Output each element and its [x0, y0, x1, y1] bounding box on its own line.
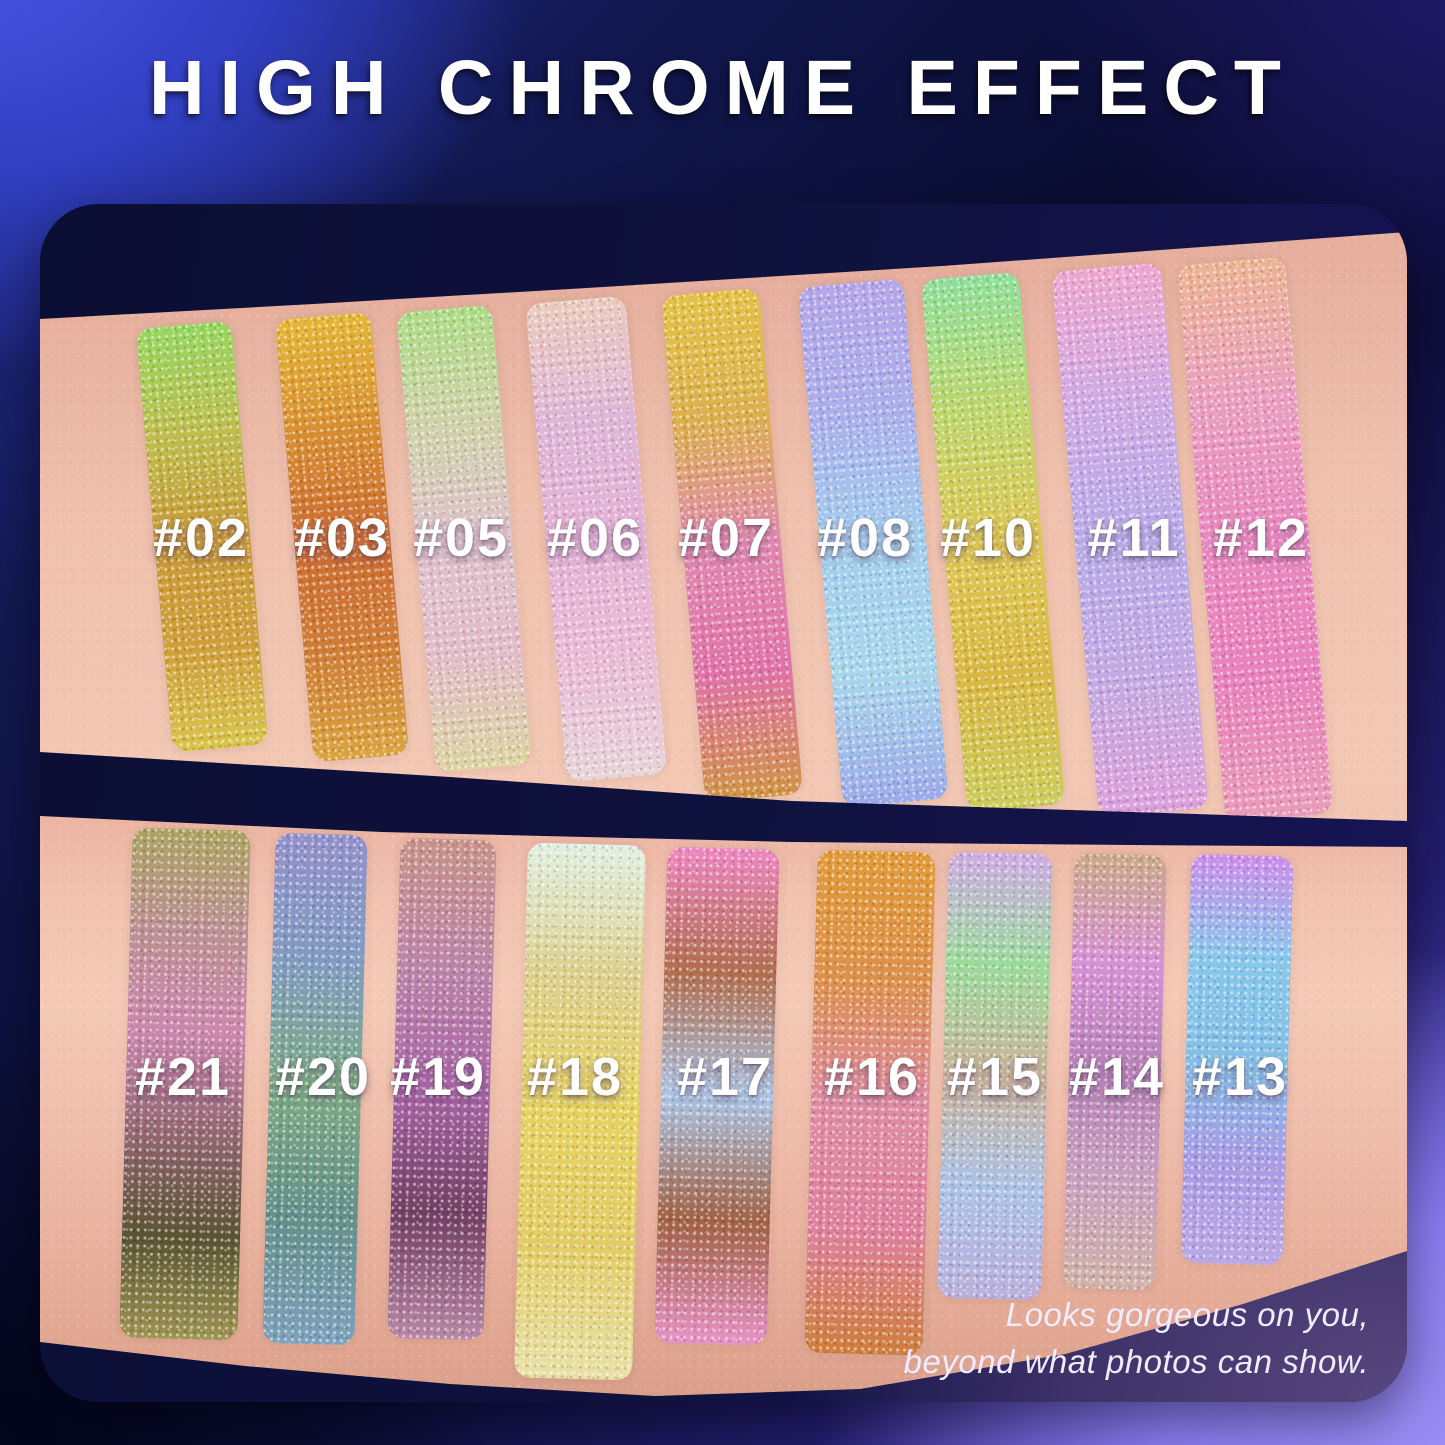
swatch-label-19: #19: [389, 1047, 487, 1107]
swatch-label-18: #18: [526, 1047, 624, 1107]
swatch-label-02: #02: [152, 508, 250, 568]
swatch-label-07: #07: [677, 508, 775, 568]
swatch-label-05: #05: [412, 508, 510, 568]
swatch-label-21: #21: [134, 1047, 232, 1107]
swatch-label-06: #06: [546, 508, 644, 568]
tagline-line1: Looks gorgeous on you,: [1005, 1296, 1369, 1334]
swatch-photo-collage: #02 #03 #05 #06 #07 #08 #10 #11 #12 #21 #20 #19 #18…: [40, 204, 1407, 1402]
headline: HIGH CHROME EFFECT: [149, 45, 1296, 131]
swatch-label-15: #15: [946, 1047, 1044, 1107]
top-arm-photo: #02 #03 #05 #06 #07 #08 #10 #11 #12: [40, 232, 1407, 821]
swatch-stripe-18: [514, 842, 646, 1381]
swatch-label-03: #03: [293, 508, 391, 568]
swatch-label-08: #08: [816, 508, 914, 568]
swatch-label-17: #17: [676, 1047, 774, 1107]
swatch-label-14: #14: [1068, 1047, 1166, 1107]
swatch-label-13: #13: [1191, 1047, 1289, 1107]
swatch-label-10: #10: [939, 508, 1037, 568]
swatch-label-12: #12: [1212, 508, 1310, 568]
tagline: Looks gorgeous on you, beyond what photo…: [904, 1292, 1369, 1386]
tagline-line2: beyond what photos can show.: [903, 1343, 1369, 1381]
swatch-label-16: #16: [823, 1047, 921, 1107]
swatch-label-20: #20: [274, 1047, 372, 1107]
swatch-label-11: #11: [1087, 508, 1181, 568]
bottom-arm-photo: #21 #20 #19 #18 #17 #16 #15 #14 #13: [40, 816, 1407, 1396]
